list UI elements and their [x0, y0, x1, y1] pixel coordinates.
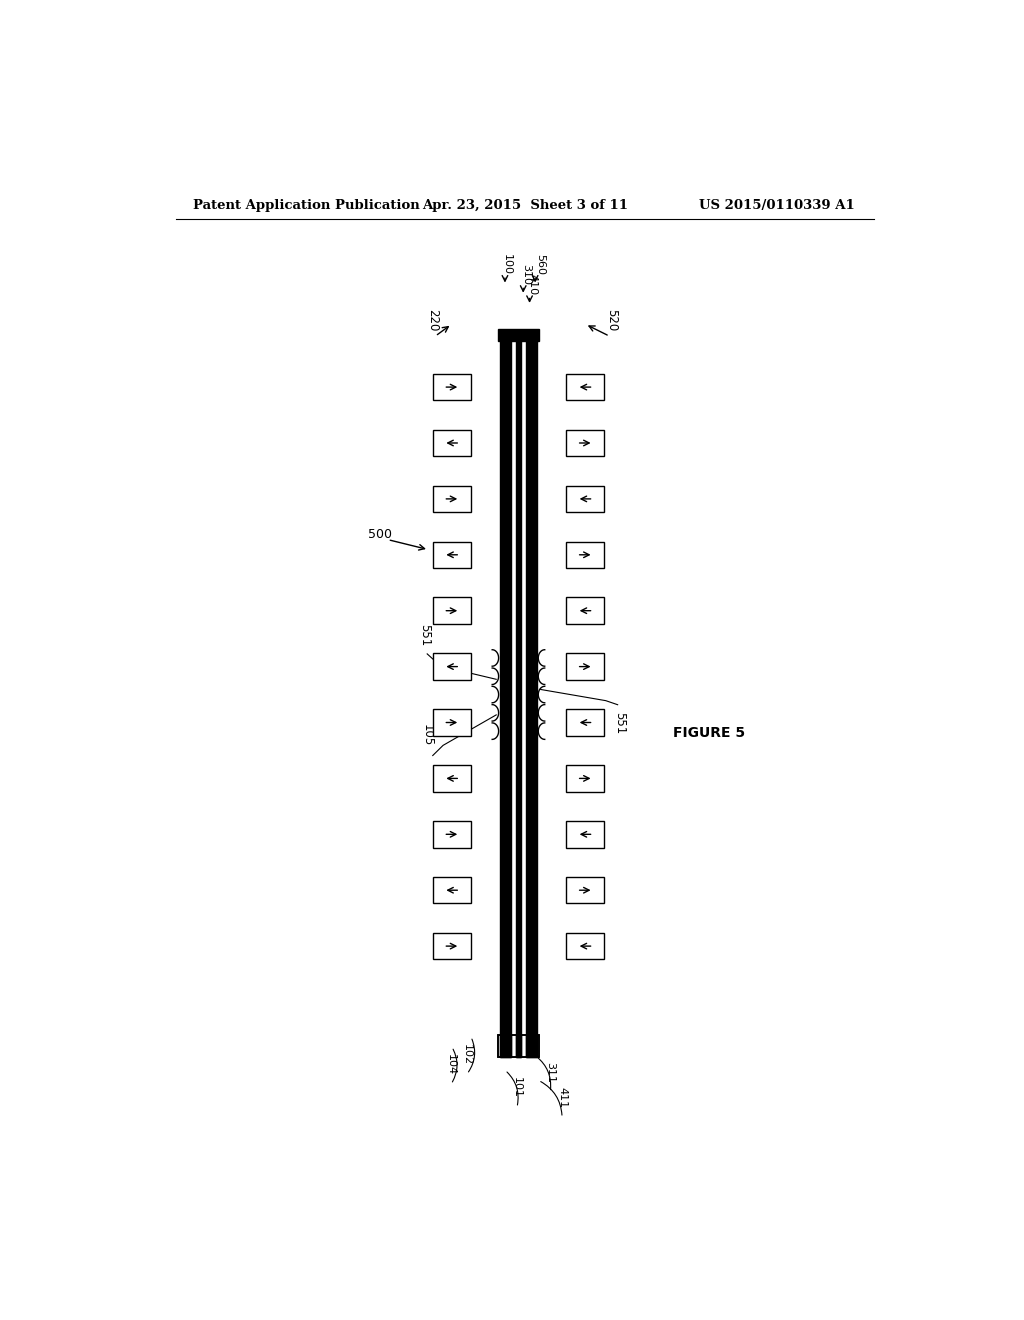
- Bar: [500, 1035, 511, 1057]
- Bar: [566, 821, 604, 847]
- Bar: [498, 1035, 539, 1057]
- Bar: [566, 933, 604, 960]
- Bar: [566, 374, 604, 400]
- Bar: [526, 1035, 537, 1057]
- Text: 102: 102: [462, 1044, 472, 1065]
- Text: 410: 410: [527, 275, 538, 296]
- Text: 551: 551: [419, 624, 431, 647]
- Bar: [433, 709, 471, 735]
- Bar: [433, 541, 471, 568]
- Bar: [498, 329, 539, 342]
- Bar: [566, 541, 604, 568]
- Bar: [433, 933, 471, 960]
- Text: 560: 560: [536, 255, 546, 276]
- Text: 520: 520: [605, 309, 618, 331]
- Bar: [526, 342, 537, 1035]
- Text: 551: 551: [613, 711, 627, 734]
- Bar: [566, 709, 604, 735]
- Text: FIGURE 5: FIGURE 5: [673, 726, 745, 739]
- Bar: [566, 766, 604, 792]
- Bar: [516, 1035, 521, 1057]
- Bar: [498, 1035, 539, 1057]
- Text: 101: 101: [512, 1077, 522, 1098]
- Text: 311: 311: [545, 1063, 555, 1082]
- Bar: [566, 876, 604, 903]
- Text: Patent Application Publication: Patent Application Publication: [194, 199, 420, 213]
- Bar: [566, 430, 604, 457]
- Bar: [433, 766, 471, 792]
- Text: US 2015/0110339 A1: US 2015/0110339 A1: [699, 199, 855, 213]
- Bar: [433, 486, 471, 512]
- Bar: [566, 653, 604, 680]
- Text: 104: 104: [446, 1053, 456, 1074]
- Bar: [500, 1035, 511, 1057]
- Text: 100: 100: [502, 255, 512, 276]
- Bar: [433, 821, 471, 847]
- Bar: [433, 430, 471, 457]
- Bar: [566, 486, 604, 512]
- Text: 105: 105: [421, 725, 434, 746]
- Text: 220: 220: [426, 309, 439, 331]
- Bar: [433, 876, 471, 903]
- Bar: [516, 1035, 521, 1057]
- Bar: [500, 342, 511, 1035]
- Bar: [516, 342, 521, 1035]
- Bar: [433, 653, 471, 680]
- Text: 500: 500: [368, 528, 391, 541]
- Bar: [526, 1035, 537, 1057]
- Bar: [566, 598, 604, 624]
- Text: 411: 411: [557, 1088, 567, 1109]
- Text: Apr. 23, 2015  Sheet 3 of 11: Apr. 23, 2015 Sheet 3 of 11: [422, 199, 628, 213]
- Text: 310: 310: [521, 264, 531, 285]
- Bar: [433, 598, 471, 624]
- Bar: [433, 374, 471, 400]
